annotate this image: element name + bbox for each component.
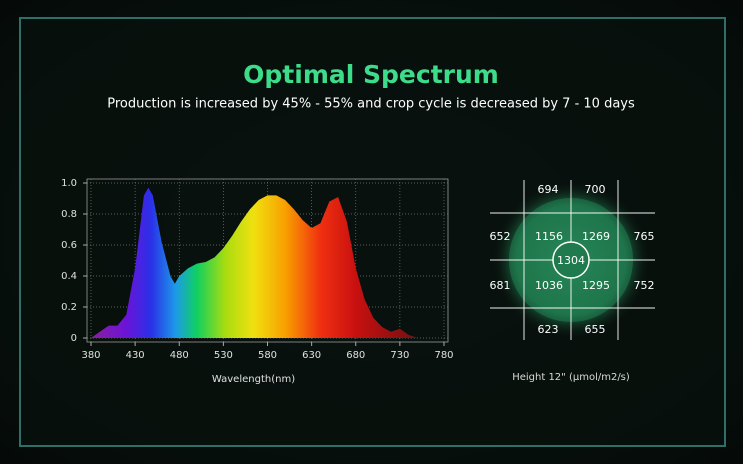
- spectrum-chart: 0 0.2 0.4 0.6 0.8 1.0 380 430 480 530 580 630 680 730…: [61, 178, 453, 385]
- ppfd-caption: Height 12" (μmol/m2/s): [512, 372, 630, 383]
- x-tick-label: 680: [346, 350, 365, 361]
- y-tick-label: 0.4: [61, 271, 77, 282]
- ppfd-value: 1156: [535, 230, 563, 243]
- ppfd-value: 694: [538, 183, 559, 196]
- ppfd-value: 752: [634, 279, 655, 292]
- x-tick-label: 480: [170, 350, 189, 361]
- ppfd-grid: [490, 180, 655, 340]
- y-tick-label: 0: [71, 333, 77, 344]
- y-tick-label: 1.0: [61, 178, 77, 189]
- y-tick-label: 0.6: [61, 240, 77, 251]
- ppfd-value: 623: [538, 323, 559, 336]
- ppfd-value: 681: [490, 279, 511, 292]
- x-tick-label: 380: [81, 350, 100, 361]
- x-tick-label: 630: [302, 350, 321, 361]
- subtitle: Production is increased by 45% - 55% and…: [107, 97, 635, 112]
- x-tick-label: 530: [214, 350, 233, 361]
- ppfd-value: 765: [634, 230, 655, 243]
- ppfd-value: 1036: [535, 279, 563, 292]
- x-tick-label: 780: [434, 350, 453, 361]
- y-tick-label: 0.2: [61, 302, 77, 313]
- x-tick-label: 580: [258, 350, 277, 361]
- spectrum-area: [91, 187, 418, 338]
- ppfd-value: 655: [585, 323, 606, 336]
- ppfd-value: 1295: [582, 279, 610, 292]
- ppfd-value: 700: [585, 183, 606, 196]
- title: Optimal Spectrum: [243, 60, 499, 89]
- x-axis-label: Wavelength(nm): [212, 374, 295, 385]
- x-tick-label: 430: [126, 350, 145, 361]
- ppfd-value: 652: [490, 230, 511, 243]
- ppfd-value: 1269: [582, 230, 610, 243]
- ppfd-center: [552, 241, 590, 279]
- x-tick-label: 730: [390, 350, 409, 361]
- y-tick-label: 0.8: [61, 209, 77, 220]
- ppfd-value: 1304: [557, 254, 585, 267]
- ppfd-map: 694 700 652 1156 1269 765 1304 681 1036 1295 752 62…: [490, 183, 655, 336]
